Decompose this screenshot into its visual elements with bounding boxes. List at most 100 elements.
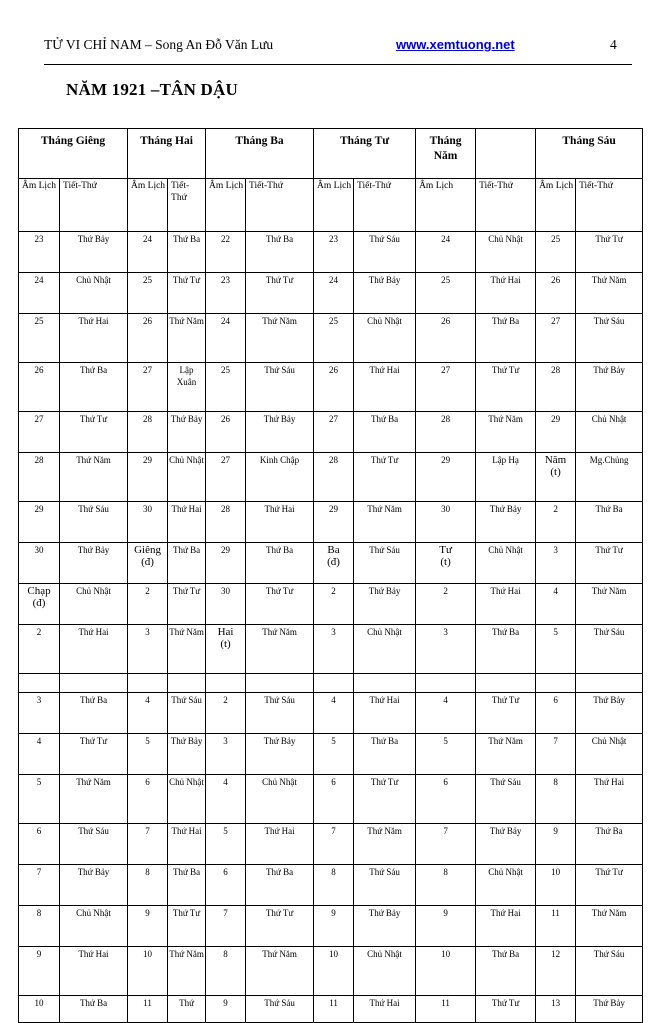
table-cell: Thứ Hai: [245, 823, 315, 865]
table-head: Tháng Giêng Tháng Hai Tháng Ba Tháng Tư Thán…: [17, 128, 644, 232]
table-cell: Thứ Ba: [245, 231, 315, 273]
table-cell: Thứ Hai: [353, 362, 417, 412]
table-cell: Thứ Năm: [353, 823, 417, 865]
table-cell: Thứ Hai: [58, 946, 129, 996]
table-cell: Thứ Ba: [58, 362, 129, 412]
sub-header-cell: Tiết-Thứ: [245, 178, 315, 232]
page-number: 4: [610, 37, 617, 52]
sub-header-row: Âm Lịch Tiết-Thứ Âm Lịch Tiết-Thứ Âm Lịch Tiế…: [18, 178, 644, 232]
table-cell: Thứ Ba: [575, 823, 644, 865]
table-row: 5 Thứ Năm 6 Chủ Nhật 4 Chủ Nhật 6 Thứ Tư 6 Thứ Sá…: [18, 774, 644, 824]
table-body: 23 Thứ Bảy 24 Thứ Ba 22 Thứ Ba 23 Thứ Sáu 24 Chủ …: [18, 231, 644, 1023]
table-cell: 27: [205, 452, 247, 502]
table-cell: 24: [205, 313, 247, 363]
sub-header-cell: Tiết-Thứ: [475, 178, 537, 232]
table-cell: 25: [205, 362, 247, 412]
table-cell: 30: [18, 542, 60, 584]
table-cell: 5: [415, 733, 477, 775]
table-cell: Thứ Tư: [575, 231, 644, 273]
table-cell: 7: [127, 823, 169, 865]
table-cell: 30: [415, 501, 477, 543]
table-cell: Thứ Hai: [475, 272, 537, 314]
table-cell: 28: [313, 452, 355, 502]
table-cell: Thứ Năm: [58, 774, 129, 824]
table-cell: Thứ Năm: [353, 501, 417, 543]
table-cell: 27: [313, 411, 355, 453]
table-cell: 6: [313, 774, 355, 824]
table-cell: 9: [535, 823, 577, 865]
table-row: Chạp (đ) Chủ Nhật 2 Thứ Tư 30 Thứ Tư 2 Thứ Bảy 2 T…: [18, 583, 644, 625]
table-cell: Chủ Nhật: [353, 313, 417, 363]
table-row: 4 Thứ Tư 5 Thứ Bảy 3 Thứ Bảy 5 Thứ Ba 5 Thứ Năm 7 C…: [18, 733, 644, 775]
table-cell: 5: [127, 733, 169, 775]
table-cell: Chủ Nhật: [58, 583, 129, 625]
table-cell: Thứ Sáu: [245, 692, 315, 734]
table-cell: 26: [313, 362, 355, 412]
table-cell: Thứ Tư: [575, 542, 644, 584]
table-cell: Thứ Bảy: [475, 823, 537, 865]
table-cell: Thứ Năm: [245, 624, 315, 674]
table-row: 9 Thứ Hai 10 Thứ Năm 8 Thứ Năm 10 Chủ Nhật 10 Thứ…: [18, 946, 644, 996]
table-cell: 10: [18, 995, 60, 1023]
month-header-spacer: [475, 128, 537, 179]
table-cell: 27: [127, 362, 169, 412]
table-cell: [18, 673, 60, 693]
table-cell: [245, 673, 315, 693]
table-cell: 12: [535, 946, 577, 996]
table-cell: 9: [205, 995, 247, 1023]
sub-header-cell: Tiết-Thứ: [353, 178, 417, 232]
table-cell: Thứ Bảy: [575, 362, 644, 412]
table-cell: 24: [18, 272, 60, 314]
table-cell: 9: [18, 946, 60, 996]
table-cell: [353, 673, 417, 693]
month-header-7: Tháng Sáu: [535, 128, 644, 179]
table-row: [18, 673, 644, 693]
table-cell: 5: [205, 823, 247, 865]
table-cell: Hai (t): [205, 624, 247, 674]
sub-header-cell: Âm Lịch: [535, 178, 577, 232]
table-cell: Thứ Năm: [167, 313, 207, 363]
table-cell: 2: [535, 501, 577, 543]
table-cell: 7: [313, 823, 355, 865]
website-link[interactable]: www.xemtuong.net: [396, 37, 515, 52]
sub-header-cell: Âm Lịch: [127, 178, 169, 232]
table-cell: 26: [535, 272, 577, 314]
table-cell: [58, 673, 129, 693]
table-cell: Năm (t): [535, 452, 577, 502]
table-cell: 28: [18, 452, 60, 502]
table-cell: Thứ Hai: [58, 313, 129, 363]
page-title: NĂM 1921 –TÂN DẬU: [66, 80, 238, 99]
table-row: 10 Thứ Ba 11 Thứ 9 Thứ Sáu 11 Thứ Hai 11 Thứ Tư 13…: [18, 995, 644, 1023]
table-cell: 5: [535, 624, 577, 674]
table-cell: 29: [535, 411, 577, 453]
table-cell: 6: [127, 774, 169, 824]
table-cell: Thứ Ba: [575, 501, 644, 543]
table-row: 7 Thứ Bảy 8 Thứ Ba 6 Thứ Ba 8 Thứ Sáu 8 Chủ Nhật 1…: [18, 864, 644, 906]
sub-header-cell: Tiết-Thứ: [575, 178, 644, 232]
table-cell: 3: [18, 692, 60, 734]
table-cell: Thứ Tư: [167, 583, 207, 625]
table-cell: Thứ Hai: [353, 995, 417, 1023]
table-cell: Thứ Tư: [167, 272, 207, 314]
table-cell: Thứ Hai: [353, 692, 417, 734]
table-cell: Giêng (đ): [127, 542, 169, 584]
table-cell: Thứ Sáu: [167, 692, 207, 734]
table-cell: Thứ Bảy: [245, 411, 315, 453]
table-cell: Thứ Bảy: [353, 583, 417, 625]
month-header-5: Tháng Năm: [415, 128, 477, 179]
table-cell: Thứ Bảy: [353, 905, 417, 947]
table-cell: Thứ Năm: [575, 905, 644, 947]
table-cell: Thứ Tư: [58, 733, 129, 775]
table-cell: 28: [205, 501, 247, 543]
table-cell: 30: [127, 501, 169, 543]
table-cell: 30: [205, 583, 247, 625]
table-cell: [475, 673, 537, 693]
table-cell: Thứ Ba: [167, 864, 207, 906]
table-cell: Thứ Tư: [475, 362, 537, 412]
table-row: 30 Thứ Bảy Giêng (đ) Thứ Ba 29 Thứ Ba Ba (đ) Thứ …: [18, 542, 644, 584]
table-cell: Thứ Năm: [245, 313, 315, 363]
table-cell: Thứ Sáu: [58, 501, 129, 543]
table-cell: Thứ Ba: [475, 624, 537, 674]
table-cell: Thứ Sáu: [353, 542, 417, 584]
table-cell: [205, 673, 247, 693]
